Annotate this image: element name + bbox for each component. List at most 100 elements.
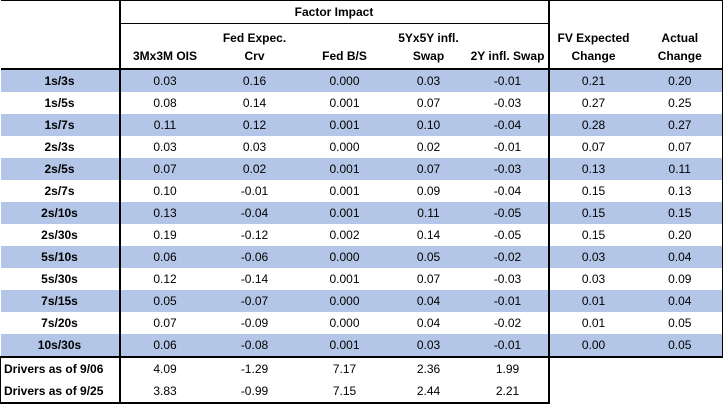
table-cell: 0.10 [118, 180, 210, 202]
table-cell: 0.03 [389, 69, 468, 92]
table-cell: 0.001 [299, 114, 390, 136]
drivers-cell: 7.17 [332, 362, 357, 376]
table-row: 1s/3s 0.03 0.16 0.000 0.03 -0.01 0.21 0.20 [0, 69, 723, 92]
table-cell: 0.25 [637, 92, 723, 114]
column-header-line: Fed Expec. [222, 31, 287, 45]
table-cell: 0.001 [299, 334, 390, 358]
column-header: Fed Expec. Crv [209, 23, 300, 70]
table-cell: 0.000 [299, 69, 390, 92]
corner-cell-lower [0, 23, 120, 70]
drivers-cell: -1.29 [240, 362, 269, 376]
table-cell: 0.15 [547, 224, 638, 246]
table-cell: -0.07 [209, 290, 300, 312]
table-cell: 0.10 [389, 114, 468, 136]
table-cell: 0.19 [118, 224, 210, 246]
table-cell: -0.01 [493, 140, 522, 154]
row-label: 1s/7s [0, 114, 120, 136]
table-cell: -0.04 [467, 114, 549, 136]
fv-group-spacer [547, 0, 723, 24]
table-cell: 0.000 [299, 290, 390, 312]
column-header-line: Swap [412, 49, 445, 63]
table-row: 5s/10s 0.06 -0.06 0.000 0.05 -0.02 0.03 0.04 [0, 246, 723, 268]
column-header-line: Crv [244, 49, 265, 63]
table-cell: 0.03 [547, 246, 638, 268]
table-cell: 0.001 [329, 96, 360, 110]
drivers-cell: 2.36 [416, 362, 441, 376]
table-cell: 0.15 [547, 180, 638, 202]
column-header-line: Change [657, 49, 702, 63]
table-cell: 0.05 [637, 334, 723, 358]
row-label: 7s/15s [0, 290, 120, 312]
table-cell: -0.12 [240, 228, 269, 242]
column-header: 3Mx3M OIS [118, 23, 210, 70]
table-cell: 0.07 [389, 158, 468, 180]
table-cell: 0.07 [637, 136, 723, 158]
table-row: 7s/15s 0.05 -0.07 0.000 0.04 -0.01 0.01 0.04 [0, 290, 723, 312]
table-cell: 0.002 [329, 228, 360, 242]
table-cell: 0.07 [416, 96, 441, 110]
table-row: 2s/3s 0.03 0.03 0.000 0.02 -0.01 0.07 0.07 [1, 136, 723, 158]
table-cell: -0.05 [467, 202, 549, 224]
table-cell: -0.02 [493, 316, 522, 330]
table-row: 2s/7s 0.10 -0.01 0.001 0.09 -0.04 0.15 0.13 [1, 180, 723, 202]
table-cell: 0.04 [389, 290, 468, 312]
row-label: 2s/10s [0, 202, 120, 224]
table-cell: 0.01 [547, 312, 638, 334]
table-cell: -0.04 [209, 202, 300, 224]
table-cell: -0.09 [240, 316, 269, 330]
table-cell: -0.01 [240, 184, 269, 198]
column-header-line: 2Y infl. Swap [470, 49, 545, 63]
table-cell: 0.07 [118, 312, 210, 334]
corner-cell [0, 0, 120, 24]
table-cell: 0.15 [547, 202, 638, 224]
row-label: 2s/5s [0, 158, 120, 180]
table-cell: 0.13 [547, 158, 638, 180]
table-cell: -0.03 [467, 158, 549, 180]
table-cell: 0.03 [547, 268, 638, 290]
column-header-line: FV Expected [557, 31, 630, 45]
table-cell: 0.11 [389, 202, 468, 224]
table-row: 1s/5s 0.08 0.14 0.001 0.07 -0.03 0.27 0.25 [1, 92, 723, 114]
column-header-line: Actual [661, 31, 699, 45]
column-header: FV Expected Change [547, 23, 638, 70]
table-cell: 0.05 [118, 290, 210, 312]
table-row: 1s/7s 0.11 0.12 0.001 0.10 -0.04 0.28 0.27 [0, 114, 723, 136]
table-cell: 0.27 [547, 92, 638, 114]
column-header: Actual Change [637, 23, 723, 70]
table-cell: 0.03 [118, 69, 210, 92]
table-cell: 0.14 [242, 96, 267, 110]
table-cell: 0.04 [416, 316, 441, 330]
table-cell: -0.05 [493, 228, 522, 242]
row-label: 2s/7s [44, 184, 75, 198]
factor-impact-group-header: Factor Impact [118, 0, 549, 24]
table-cell: -0.03 [493, 96, 522, 110]
table-cell: 0.00 [547, 334, 638, 358]
table-cell: -0.02 [467, 246, 549, 268]
column-header-line: Fed B/S [322, 49, 367, 63]
table-cell: -0.04 [493, 184, 522, 198]
drivers-label: Drivers as of 9/06 [0, 357, 120, 380]
table-cell: 0.07 [416, 272, 441, 286]
table-cell: 0.001 [299, 202, 390, 224]
table-cell: 0.16 [209, 69, 300, 92]
table-cell: 0.06 [118, 246, 210, 268]
drivers-cell: 1.99 [467, 357, 550, 380]
table-cell: 0.09 [416, 184, 441, 198]
column-header: Fed B/S [299, 23, 390, 70]
table-cell: 0.03 [118, 136, 210, 158]
table-cell: 0.20 [637, 224, 723, 246]
table-cell: 0.001 [329, 184, 360, 198]
table-cell: 0.03 [389, 334, 468, 358]
table-cell: 0.15 [637, 202, 723, 224]
table-cell: -0.06 [209, 246, 300, 268]
table-cell: 0.02 [209, 158, 300, 180]
row-label: 2s/30s [41, 228, 78, 242]
table-cell: 0.14 [416, 228, 441, 242]
table-cell: 0.000 [299, 246, 390, 268]
table-cell: 0.13 [637, 180, 723, 202]
column-header-line: 5Yx5Y infl. [398, 31, 459, 45]
column-header: 5Yx5Y infl. Swap [389, 23, 468, 70]
row-label: 1s/5s [44, 96, 75, 110]
column-header-line: 3Mx3M OIS [132, 49, 198, 63]
